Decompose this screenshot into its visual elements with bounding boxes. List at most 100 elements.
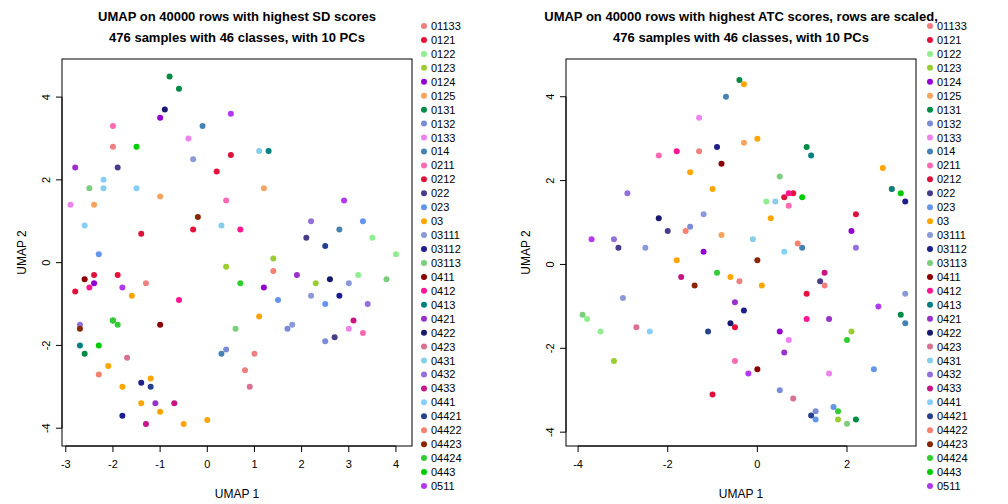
point — [176, 86, 182, 92]
point — [96, 342, 102, 348]
legend-swatch — [421, 260, 427, 266]
point — [620, 295, 626, 301]
legend-label: 0123 — [431, 62, 455, 74]
point — [898, 190, 904, 196]
x-tick — [757, 446, 758, 452]
point — [804, 291, 810, 297]
legend-swatch — [927, 371, 933, 377]
point — [369, 235, 375, 241]
legend-swatch — [927, 469, 933, 475]
legend-label: 0433 — [431, 382, 455, 394]
legend-swatch — [927, 330, 933, 336]
x-tick-label: 2 — [844, 458, 850, 470]
point — [270, 268, 276, 274]
point — [138, 400, 144, 406]
point — [889, 186, 895, 192]
legend-label: 0441 — [937, 396, 961, 408]
legend-label: 0511 — [431, 480, 455, 492]
title: UMAP on 40000 rows with highest SD score… — [98, 9, 376, 24]
y-axis-label: UMAP 2 — [519, 230, 533, 275]
point — [266, 148, 272, 154]
legend-swatch — [421, 469, 427, 475]
x-tick-label: -2 — [108, 458, 118, 470]
legend-label: 022 — [937, 187, 955, 199]
x-axis-line — [578, 446, 847, 447]
legend-swatch — [927, 358, 933, 364]
legend-swatch — [421, 483, 427, 489]
legend-swatch — [421, 316, 427, 322]
point — [322, 243, 328, 249]
point — [223, 264, 229, 270]
points — [580, 77, 909, 427]
point — [674, 257, 680, 263]
x-axis-label: UMAP 1 — [719, 487, 764, 501]
point — [853, 245, 859, 251]
point — [360, 218, 366, 224]
legend-swatch — [927, 302, 933, 308]
legend-label: 03 — [937, 215, 949, 227]
point — [115, 272, 121, 278]
chart-root: UMAP on 40000 rows with highest SD score… — [0, 0, 1008, 504]
y-tick-label: 2 — [544, 178, 556, 184]
point — [611, 358, 617, 364]
point — [313, 280, 319, 286]
point — [148, 384, 154, 390]
point — [360, 330, 366, 336]
legend-swatch — [421, 93, 427, 99]
point — [247, 384, 253, 390]
point — [880, 165, 886, 171]
point — [228, 152, 234, 158]
point — [768, 215, 774, 221]
legend-swatch — [421, 344, 427, 350]
x-tick-label: 1 — [251, 458, 257, 470]
legend-label: 03112 — [431, 243, 461, 255]
point — [346, 280, 352, 286]
point — [781, 194, 787, 200]
legend-label: 0131 — [431, 104, 455, 116]
legend-label: 0443 — [937, 466, 961, 478]
point — [152, 400, 158, 406]
x-tick — [207, 446, 208, 452]
point — [772, 199, 778, 205]
point — [218, 222, 224, 228]
point — [826, 370, 832, 376]
point — [308, 293, 314, 299]
legend-swatch — [927, 385, 933, 391]
point — [77, 342, 83, 348]
point — [902, 291, 908, 297]
point — [741, 140, 747, 146]
x-tick — [667, 446, 668, 452]
legend-swatch — [927, 288, 933, 294]
point — [826, 316, 832, 322]
legend-swatch — [927, 344, 933, 350]
point — [218, 351, 224, 357]
point — [777, 329, 783, 335]
legend-swatch — [927, 107, 933, 113]
legend-swatch — [927, 121, 933, 127]
point — [190, 156, 196, 162]
legend-swatch — [421, 330, 427, 336]
legend-swatch — [421, 399, 427, 405]
point — [101, 177, 107, 183]
point — [817, 278, 823, 284]
point — [781, 249, 787, 255]
point — [119, 284, 125, 290]
legend-swatch — [421, 232, 427, 238]
legend-label: 04424 — [937, 452, 968, 464]
point — [835, 408, 841, 414]
point — [710, 186, 716, 192]
point — [351, 318, 357, 324]
point — [134, 185, 140, 191]
legend-swatch — [421, 204, 427, 210]
legend-label: 0441 — [431, 396, 455, 408]
legend-label: 0123 — [937, 62, 961, 74]
x-tick-label: -1 — [155, 458, 165, 470]
point — [105, 363, 111, 369]
x-axis-line — [66, 446, 396, 447]
point — [822, 270, 828, 276]
plot-frame — [566, 59, 916, 446]
legend-label: 0212 — [431, 173, 455, 185]
legend-label: 0431 — [431, 355, 455, 367]
legend-label: 01133 — [431, 20, 461, 32]
point — [86, 284, 92, 290]
